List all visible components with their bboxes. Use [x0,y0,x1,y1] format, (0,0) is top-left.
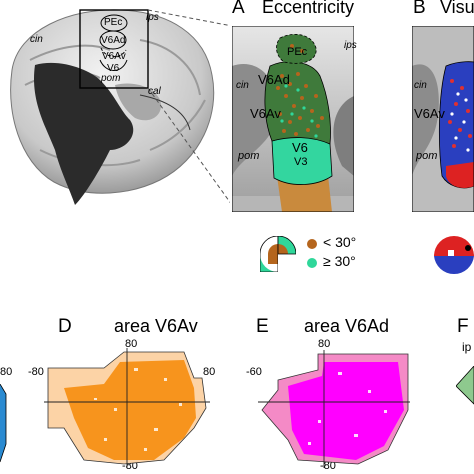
panel-f-letter: F [457,316,469,337]
brain-label-v6ad: V6Ad [101,35,126,46]
panel-d-plot [44,348,210,468]
panel-e-title: area V6Ad [304,316,390,336]
panel-e-letter: E [256,316,269,337]
panel-a-label-pec: PEc [287,46,308,58]
legend-text-ge30: ≥ 30° [323,253,356,269]
medial-wall-region [34,62,134,205]
panel-f-title-partial: ip [462,340,472,354]
panel-b-map [412,26,474,212]
panel-c-edge [0,384,7,463]
brain-label-v6av: V6Av [102,51,126,62]
eccentricity-dots [276,44,324,136]
panel-a-map [232,26,354,212]
panel-d-density [64,360,196,460]
panel-d-letter: D [58,316,72,337]
brain-label-ips: ips [146,12,159,23]
panel-b-label-pom: pom [416,150,438,162]
panel-d-tick-left: -80 [28,366,44,378]
panel-a-label-v6ad: V6Ad [258,72,290,87]
panel-e-plot [258,350,410,468]
brain-illustration [10,9,230,205]
legend-text-lt30: < 30° [323,234,357,250]
panel-a-label-cin: cin [236,80,249,91]
panel-a-letter: A [232,0,245,18]
panel-b-label-v6av: V6Av [414,106,445,121]
brain-label-cal: cal [148,86,161,97]
area-v6a-region [264,61,331,145]
eccentricity-legend-glyph [260,236,296,272]
panel-a-label-v3: V3 [294,156,308,168]
panel-b-title: Visu [440,0,474,17]
panel-a-label-v6: V6 [292,140,308,155]
panel-f-edge [456,366,474,405]
brain-label-v6: V6 [107,63,120,74]
panel-a-label-ips: ips [344,40,357,51]
inset-box [79,9,149,89]
panel-b-label-cin: cin [414,80,427,91]
legend-dot-lt30 [307,239,317,249]
panel-b-legend-glyph [434,236,474,274]
panel-d-tick-right: 80 [203,366,216,378]
panel-a-label-v6av: V6Av [250,106,281,121]
legend-dot-ge30 [307,258,317,268]
brain-label-pec: PEc [104,17,123,28]
brain-label-cin: cin [30,34,43,45]
panel-e-density [288,362,404,460]
panel-a-title: Eccentricity [262,0,355,17]
panel-e-tick-top: 80 [318,338,331,350]
panel-b-letter: B [413,0,426,18]
panel-a-label-pom: pom [238,150,260,162]
panel-c-tick-right: 80 [0,366,13,378]
panel-b-region [439,61,474,189]
panel-e-tick-left: -60 [246,366,262,378]
brain-label-pom: pom [101,73,121,84]
panel-d-title: area V6Av [114,316,198,336]
panel-d-tick-top: 80 [125,338,138,350]
